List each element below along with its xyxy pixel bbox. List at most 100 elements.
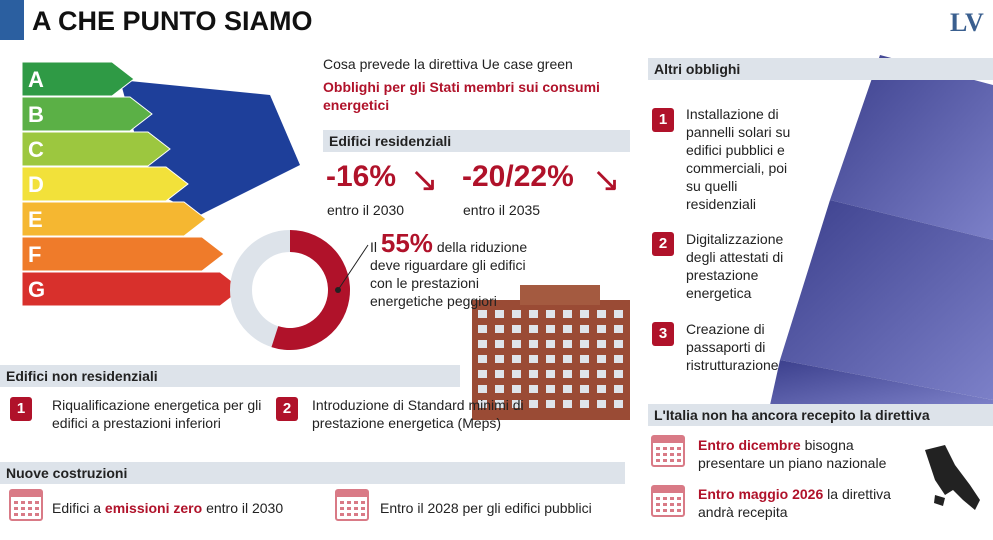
window — [563, 355, 572, 363]
solar-panels — [770, 55, 993, 405]
window — [512, 325, 521, 333]
window — [597, 310, 606, 318]
text: entro il 2030 — [206, 500, 284, 516]
window — [614, 385, 623, 393]
calendar-cell — [677, 509, 681, 512]
calendar-cell — [663, 459, 667, 462]
text: Edifici a — [52, 500, 102, 516]
calendar-cell — [21, 513, 25, 516]
window — [529, 310, 538, 318]
item-text: Entro maggio 2026 la direttiva andrà rec… — [698, 485, 918, 521]
window — [529, 370, 538, 378]
item-text: Entro dicembre bisogna presentare un pia… — [698, 436, 918, 472]
calendar-cell — [340, 513, 344, 516]
window — [614, 370, 623, 378]
window — [546, 325, 555, 333]
calendar-cell — [677, 497, 681, 500]
calendar-cell — [670, 509, 674, 512]
window — [495, 400, 504, 408]
calendar-header — [652, 436, 684, 443]
calendar-cell — [663, 503, 667, 506]
text: la direttiva andrà recepita — [698, 486, 891, 520]
energy-class-label: A — [28, 67, 44, 92]
energy-class-label: E — [28, 207, 43, 232]
window — [597, 340, 606, 348]
calendar-cell — [14, 513, 18, 516]
window — [546, 355, 555, 363]
calendar-cell — [35, 501, 39, 504]
window — [546, 370, 555, 378]
window — [563, 340, 572, 348]
window — [546, 400, 555, 408]
share-text: Il 55% della riduzione deve riguardare g… — [370, 230, 550, 310]
share-description: della riduzione deve riguardare gli edif… — [370, 239, 528, 309]
window — [512, 310, 521, 318]
down-arrow: ↘ — [592, 161, 621, 199]
calendar-cell — [670, 503, 674, 506]
window — [495, 370, 504, 378]
share-prefix: Il — [370, 239, 377, 255]
donut-segment — [271, 230, 351, 350]
calendar-cell — [354, 513, 358, 516]
item-text: Installazione di pannelli solari su edif… — [686, 106, 791, 212]
calendar-cell — [347, 507, 351, 510]
window — [546, 385, 555, 393]
window — [512, 355, 521, 363]
section-bar: Altri obblighi — [648, 58, 993, 80]
calendar-cell — [347, 501, 351, 504]
window — [614, 355, 623, 363]
target-label: entro il 2035 — [463, 202, 541, 218]
item-text: Riqualificazione energetica per gli edif… — [52, 397, 262, 431]
target-label: entro il 2030 — [327, 202, 405, 218]
window — [512, 400, 521, 408]
logo: LV — [950, 8, 984, 37]
window — [580, 340, 589, 348]
calendar-cell — [656, 497, 660, 500]
calendar-cell — [670, 497, 674, 500]
calendar-cell — [361, 513, 365, 516]
calendar-cell — [663, 447, 667, 450]
calendar-cell — [663, 509, 667, 512]
leader-dot — [335, 287, 341, 293]
window — [563, 400, 572, 408]
leader-line — [337, 244, 369, 291]
window — [512, 370, 521, 378]
window — [495, 355, 504, 363]
window — [529, 400, 538, 408]
window — [580, 385, 589, 393]
calendar-cell — [28, 513, 32, 516]
window — [563, 325, 572, 333]
calendar-cell — [354, 507, 358, 510]
target-value: -16% — [326, 160, 397, 193]
share-value: 55% — [380, 228, 433, 258]
intro-heading: Obblighi per gli Stati membri sui consum… — [323, 79, 600, 113]
window — [478, 385, 487, 393]
window — [495, 340, 504, 348]
item-text: Entro il 2028 per gli edifici pubblici — [380, 500, 592, 516]
window — [580, 370, 589, 378]
text: bisogna presentare un piano nazionale — [698, 437, 887, 471]
energy-class-label: D — [28, 172, 44, 197]
target-value: -20/22% — [462, 160, 574, 193]
window — [478, 355, 487, 363]
window — [614, 340, 623, 348]
calendar-cell — [28, 501, 32, 504]
calendar-cell — [340, 507, 344, 510]
item-number: 1 — [10, 397, 32, 421]
window — [597, 370, 606, 378]
window — [478, 370, 487, 378]
calendar-cell — [656, 453, 660, 456]
calendar-cell — [354, 501, 358, 504]
calendar-cell — [28, 507, 32, 510]
window — [597, 355, 606, 363]
calendar-cell — [677, 447, 681, 450]
window — [614, 400, 623, 408]
calendar-cell — [656, 459, 660, 462]
window — [529, 385, 538, 393]
item-number: 3 — [652, 322, 674, 346]
energy-arrow — [21, 201, 207, 237]
window — [495, 385, 504, 393]
calendar-cell — [656, 447, 660, 450]
